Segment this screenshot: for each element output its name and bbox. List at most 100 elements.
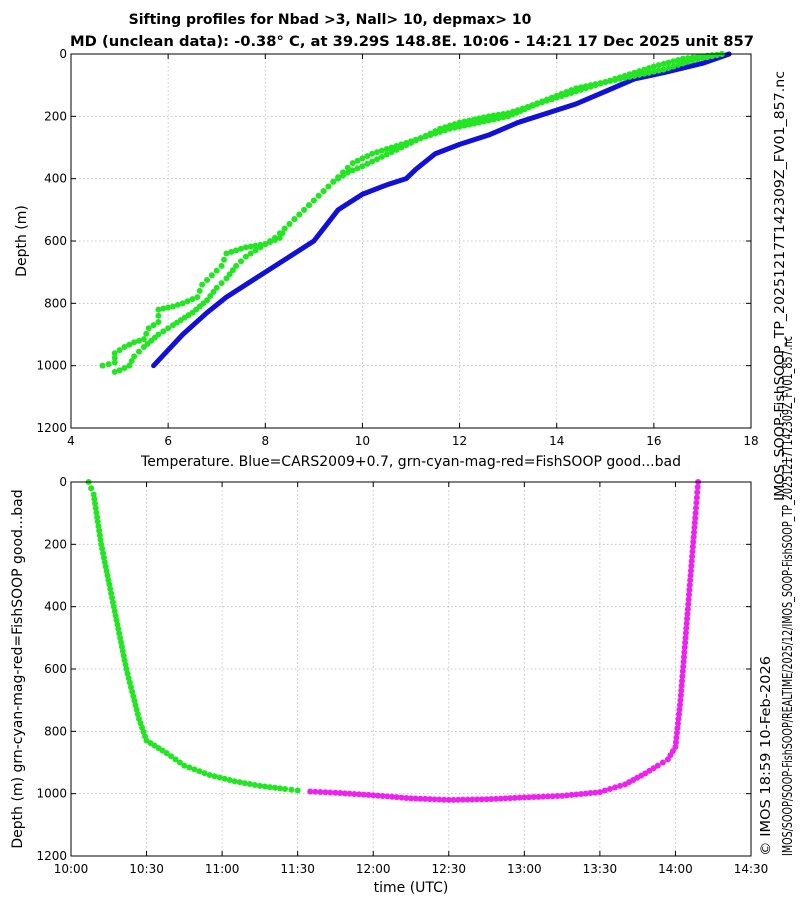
data-point (466, 121, 473, 128)
data-point (207, 293, 214, 300)
data-point (660, 66, 667, 73)
data-point (677, 697, 684, 704)
data-point (91, 496, 98, 502)
data-point (383, 151, 390, 158)
data-point (596, 789, 603, 796)
panel1-ticks: 4 6 8 10 12 14 16 18 0 200 400 600 800 1000 1200 (36, 47, 758, 448)
data-point (374, 792, 381, 799)
data-point (654, 762, 661, 769)
data-point (549, 793, 556, 800)
data-point (612, 784, 618, 791)
data-point (480, 114, 487, 121)
data-point (650, 68, 657, 75)
data-point (378, 153, 385, 160)
data-point (691, 519, 698, 526)
data-point (92, 500, 99, 507)
data-point (686, 586, 693, 593)
data-point (495, 115, 502, 122)
data-point (680, 60, 686, 67)
x-tick-label: 11:00 (205, 862, 240, 876)
data-point (500, 114, 507, 121)
data-point (455, 796, 462, 803)
data-point (191, 766, 198, 773)
data-point (312, 788, 319, 795)
data-point (476, 119, 482, 126)
data-point (213, 284, 220, 291)
data-point (675, 56, 682, 63)
data-point (341, 790, 348, 797)
data-point (445, 796, 452, 803)
data-point (131, 339, 138, 346)
data-point (95, 523, 102, 530)
data-point (693, 499, 700, 506)
data-point (464, 796, 471, 803)
data-point (626, 71, 633, 78)
data-point (226, 776, 233, 783)
data-point (582, 85, 589, 92)
data-point (684, 615, 691, 622)
data-point (485, 113, 492, 120)
data-point (672, 743, 679, 750)
y-tick-label: 1000 (36, 787, 67, 801)
x-tick-label: 12:30 (431, 862, 466, 876)
panel1-grid (71, 54, 751, 428)
data-point (109, 594, 116, 601)
data-point (369, 158, 376, 165)
data-point (507, 795, 514, 802)
data-point (133, 706, 140, 713)
data-point (115, 625, 122, 632)
data-point (674, 720, 681, 727)
data-point (673, 729, 680, 736)
data-point (242, 244, 249, 251)
data-point (592, 82, 599, 89)
data-point (681, 649, 688, 656)
data-point (335, 174, 342, 181)
data-point (539, 99, 546, 106)
panel2-grid (71, 482, 751, 856)
data-point (554, 793, 561, 800)
data-point (398, 141, 405, 148)
data-point (349, 167, 356, 174)
y-tick-label: 200 (44, 537, 67, 551)
data-point (136, 337, 142, 344)
data-point (241, 780, 248, 787)
data-point (437, 128, 444, 135)
data-point (213, 267, 220, 274)
data-point (544, 97, 550, 104)
data-point (686, 591, 693, 598)
data-point (655, 67, 662, 74)
data-point (124, 670, 131, 677)
data-point (179, 300, 186, 307)
data-point (680, 654, 687, 661)
data-point (483, 796, 490, 803)
data-point (223, 275, 230, 282)
data-point (256, 782, 263, 789)
data-point (690, 538, 697, 545)
x-tick-label: 13:30 (583, 862, 618, 876)
data-point (110, 603, 117, 610)
data-point (553, 94, 560, 101)
x-tick-label: 12:00 (356, 862, 391, 876)
data-point (471, 120, 478, 127)
data-point (682, 634, 689, 641)
data-point (93, 509, 100, 516)
x-tick-label: 13:00 (507, 862, 542, 876)
data-point (310, 197, 317, 204)
data-point (683, 620, 690, 627)
data-point (99, 545, 106, 552)
data-point (688, 558, 695, 565)
data-point (131, 353, 138, 360)
data-point (665, 65, 672, 72)
data-point (360, 791, 367, 798)
data-point (359, 155, 366, 162)
data-point (427, 132, 434, 139)
data-point (121, 657, 128, 664)
data-point (616, 74, 623, 81)
panel2-ticks: 10:00 10:30 11:00 11:30 12:00 12:30 13:00 13:30… (36, 475, 768, 876)
data-point (322, 789, 329, 796)
data-point (108, 590, 115, 597)
data-point (461, 122, 468, 129)
data-point (694, 53, 701, 60)
data-point (456, 123, 463, 130)
data-point (349, 160, 356, 167)
